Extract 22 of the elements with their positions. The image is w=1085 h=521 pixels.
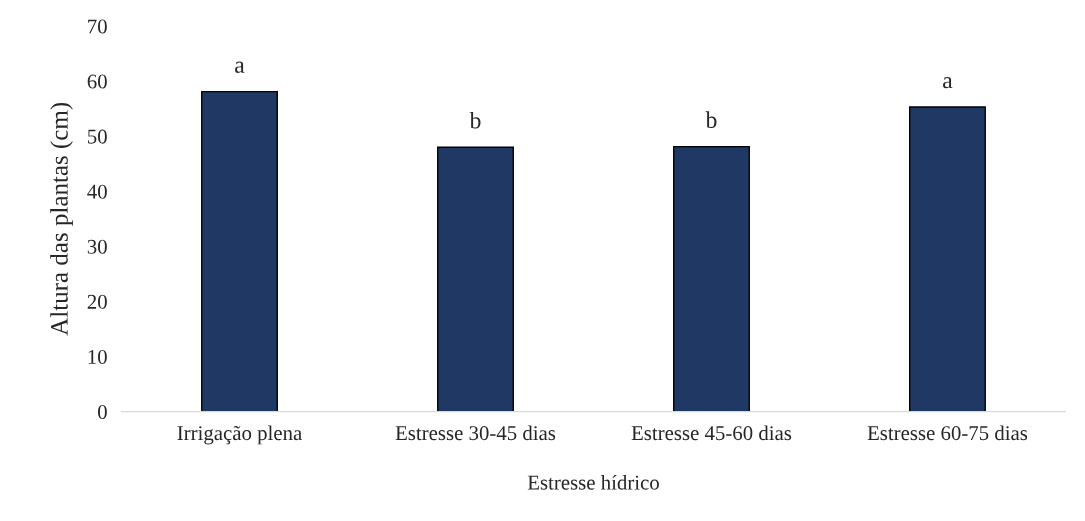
y-tick-label: 70: [88, 19, 107, 34]
y-tick-label: 10: [88, 349, 107, 364]
y-tick-label: 20: [87, 294, 107, 309]
bar: [673, 145, 750, 412]
annotation: b: [705, 111, 717, 128]
annotation: a: [943, 77, 953, 89]
y-tick-label: 0: [98, 404, 107, 420]
x-tick-label: Estresse 30-45 dias: [395, 425, 556, 441]
bar: [909, 106, 986, 412]
annotation: a: [235, 61, 245, 73]
y-axis-title: Altura das plantas (cm): [50, 102, 73, 336]
annotation: b: [469, 111, 481, 129]
bar: [201, 90, 278, 412]
y-tick-label: 60: [87, 74, 107, 89]
x-tick-label: Estresse 60-75 dias: [867, 425, 1028, 441]
x-tick-label: Irrigação plena: [177, 425, 302, 445]
bar: [437, 146, 514, 412]
y-tick-label: 50: [88, 129, 107, 144]
y-tick-label: 40: [87, 184, 107, 199]
x-tick-label: Estresse 45-60 dias: [631, 425, 792, 441]
x-axis-title: Estresse hídrico: [527, 474, 659, 490]
y-tick-label: 30: [87, 239, 107, 254]
